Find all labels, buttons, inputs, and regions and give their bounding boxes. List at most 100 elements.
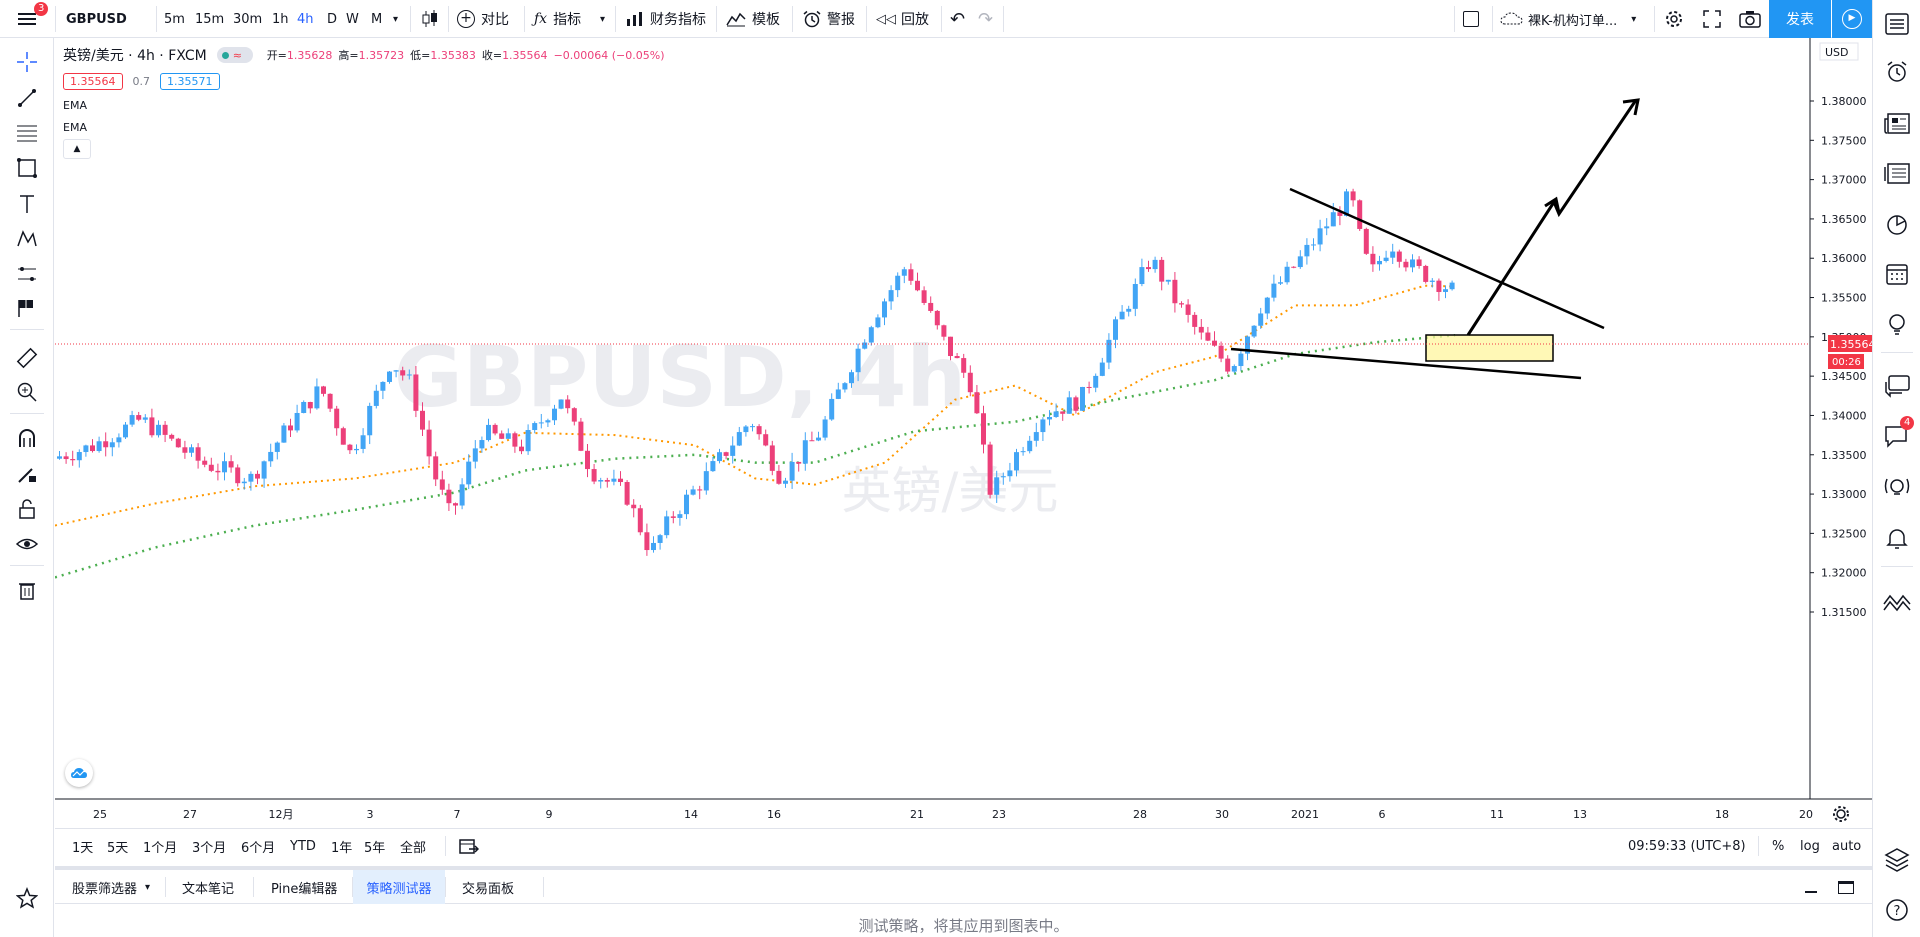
undo-button[interactable]: ↶: [950, 0, 965, 38]
indicators-chevron-icon[interactable]: ▾: [600, 13, 606, 25]
remove-drawings-tool[interactable]: [13, 576, 41, 604]
maximize-button[interactable]: [1698, 0, 1726, 38]
range-ytd[interactable]: YTD: [290, 838, 316, 854]
trend-line-tool[interactable]: [13, 84, 41, 112]
ask-button[interactable]: 1.35571: [160, 72, 220, 90]
range-1m[interactable]: 1个月: [143, 840, 178, 856]
clock-display[interactable]: 09:59:33 (UTC+8): [1628, 838, 1746, 854]
interval-w[interactable]: W: [346, 11, 359, 27]
tab-trading-panel[interactable]: 交易面板: [462, 881, 515, 897]
object-tree-button[interactable]: [1883, 846, 1911, 874]
chart-pane[interactable]: GBPUSD, 4h 英镑/美元 USD 1.38000 1.37500 1.370…: [54, 38, 1876, 825]
upper-trendline[interactable]: [1289, 187, 1605, 330]
redo-button[interactable]: ↷: [978, 0, 993, 38]
tab-pine-editor[interactable]: Pine编辑器: [271, 881, 338, 897]
symbol-search[interactable]: GBPUSD: [66, 11, 127, 27]
interval-15m[interactable]: 15m: [195, 11, 225, 27]
tradingview-logo[interactable]: [65, 759, 93, 787]
chart-type-button[interactable]: [418, 0, 442, 38]
indicators-button[interactable]: ƒx 指标: [534, 11, 582, 28]
magnet-tool[interactable]: [13, 424, 41, 452]
stay-drawing-tool[interactable]: [13, 460, 41, 488]
axis-settings-icon[interactable]: [1833, 806, 1849, 822]
streams-button[interactable]: 4: [1883, 416, 1915, 450]
time-axis[interactable]: 25 27 12月 3 7 9 14 16 21 23 28 30 2021 6 11 13 18 20: [55, 798, 1872, 822]
indicator-ema-1[interactable]: EMA: [63, 99, 87, 112]
notifications-button[interactable]: [1883, 524, 1911, 552]
chevron-down-icon[interactable]: ▾: [393, 13, 399, 25]
tab-text-notes[interactable]: 文本笔记: [182, 881, 235, 897]
interval-1h[interactable]: 1h: [272, 11, 289, 27]
compare-button[interactable]: + 对比: [457, 0, 509, 38]
percent-scale-toggle[interactable]: %: [1772, 838, 1785, 854]
lock-drawings-tool[interactable]: [13, 495, 41, 523]
financials-button[interactable]: 财务指标: [626, 0, 706, 38]
replay-button[interactable]: ◁◁ 回放: [876, 11, 929, 29]
alerts-panel-button[interactable]: [1883, 58, 1911, 86]
ideas-button[interactable]: [1883, 310, 1911, 338]
idea-stream-button[interactable]: [1883, 474, 1911, 502]
fullscreen-toggle[interactable]: [1463, 0, 1479, 38]
entry-zone-rectangle[interactable]: [1425, 334, 1554, 362]
snapshot-button[interactable]: [1736, 0, 1764, 38]
price-axis[interactable]: USD 1.380001.375001.370001.365001.360001…: [1809, 38, 1876, 799]
calendar-button[interactable]: [1883, 260, 1911, 288]
range-all[interactable]: 全部: [400, 840, 427, 856]
signals-button[interactable]: [1883, 588, 1911, 616]
candle-body: [670, 516, 676, 518]
interval-4h[interactable]: 4h: [297, 11, 314, 27]
templates-button[interactable]: 模板: [726, 0, 780, 38]
range-5d[interactable]: 5天: [107, 840, 129, 856]
fib-tool[interactable]: [13, 118, 41, 146]
lower-trendline[interactable]: [1230, 347, 1582, 380]
alert-button[interactable]: 警报: [802, 0, 855, 38]
text-tool[interactable]: [13, 190, 41, 218]
legend-pair[interactable]: 英镑/美元 · 4h · FXCM: [63, 48, 207, 64]
log-scale-toggle[interactable]: log: [1800, 838, 1820, 854]
pattern-tool[interactable]: [13, 225, 41, 253]
tab-strategy-tester[interactable]: 策略测试器: [353, 870, 445, 904]
indicator-ema-2[interactable]: EMA: [63, 121, 87, 134]
icons-tool[interactable]: [13, 294, 41, 322]
settings-button[interactable]: [1660, 0, 1688, 38]
candle-body: [545, 420, 551, 423]
zoom-tool[interactable]: [13, 378, 41, 406]
prediction-tool[interactable]: [13, 260, 41, 288]
collapse-legend-button[interactable]: ▲: [63, 139, 91, 159]
projection-arrow[interactable]: [1466, 99, 1638, 336]
layout-button[interactable]: 裸K-机构订单... ▾: [1500, 0, 1636, 38]
interval-d[interactable]: D: [327, 11, 338, 27]
data-window-button[interactable]: [1883, 160, 1911, 188]
range-1d[interactable]: 1天: [72, 840, 94, 856]
change-value: −0.00064 (−0.05%): [553, 48, 665, 62]
menu-button[interactable]: 3: [10, 0, 49, 38]
favorites-tool[interactable]: [13, 884, 41, 912]
chart-canvas[interactable]: GBPUSD, 4h 英镑/美元 USD 1.38000 1.37500 1.370…: [54, 38, 1876, 825]
tab-stock-screener[interactable]: 股票筛选器 ▾: [72, 881, 151, 897]
maximize-panel-button[interactable]: [1836, 870, 1856, 904]
minimize-panel-button[interactable]: [1801, 870, 1821, 904]
interval-30m[interactable]: 30m: [233, 11, 263, 27]
publish-play-button[interactable]: ▶: [1832, 0, 1872, 38]
auto-scale-toggle[interactable]: auto: [1832, 838, 1862, 854]
chats-button[interactable]: [1883, 372, 1911, 400]
range-1y[interactable]: 1年: [331, 840, 353, 856]
interval-m[interactable]: M: [371, 11, 383, 27]
news-button[interactable]: [1883, 110, 1911, 138]
crosshair-tool[interactable]: [13, 48, 41, 76]
goto-date-button[interactable]: [459, 829, 479, 863]
measure-tool[interactable]: [13, 344, 41, 372]
publish-button[interactable]: 发表: [1769, 0, 1831, 38]
market-status-toggle[interactable]: ≈: [216, 47, 253, 63]
watchlist-button[interactable]: [1883, 10, 1911, 38]
range-6m[interactable]: 6个月: [241, 840, 276, 856]
range-3m[interactable]: 3个月: [192, 840, 227, 856]
hotlists-button[interactable]: [1883, 210, 1911, 238]
bid-button[interactable]: 1.35564: [63, 72, 123, 90]
hide-drawings-tool[interactable]: [13, 530, 41, 558]
interval-5m[interactable]: 5m: [164, 11, 185, 27]
shapes-tool[interactable]: [13, 154, 41, 182]
help-button[interactable]: ?: [1883, 896, 1911, 924]
range-5y[interactable]: 5年: [364, 840, 386, 856]
currency-box[interactable]: [1819, 42, 1859, 61]
